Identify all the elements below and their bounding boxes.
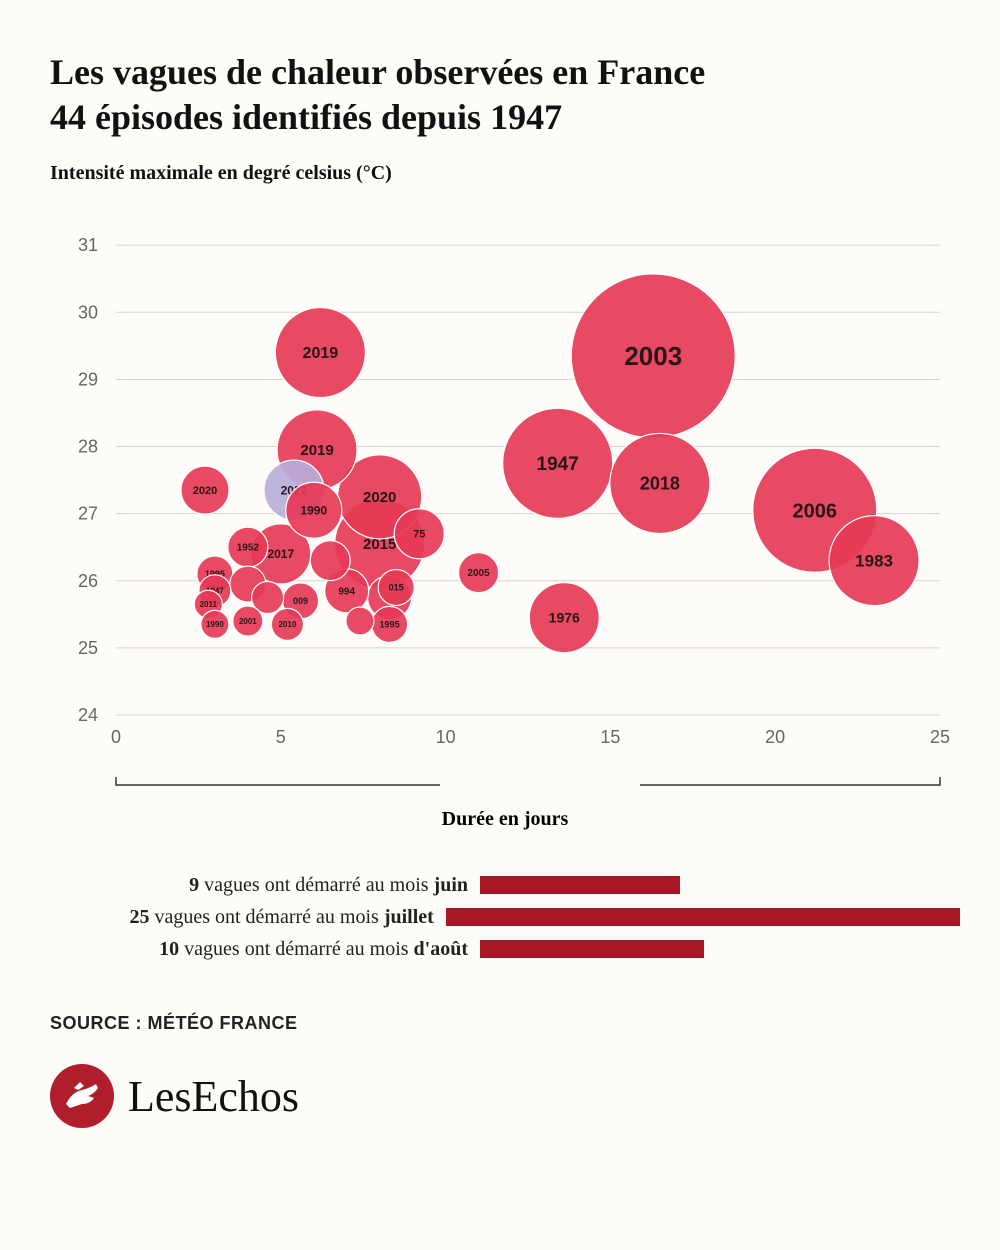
legend-bar <box>480 876 680 894</box>
bubble-label: 2017 <box>267 547 294 561</box>
svg-text:0: 0 <box>111 727 121 747</box>
svg-text:31: 31 <box>78 235 98 255</box>
chart-subtitle: Intensité maximale en degré celsius (°C) <box>50 162 960 185</box>
svg-text:25: 25 <box>78 638 98 658</box>
source-text: SOURCE : MÉTÉO FRANCE <box>50 1013 960 1034</box>
bubble-label: 2020 <box>193 485 217 497</box>
bubble-label: 1947 <box>537 454 579 475</box>
bubble-label: 1995 <box>380 620 400 630</box>
bubble-label: 2001 <box>239 617 257 626</box>
legend-bars: 9 vagues ont démarré au mois juin 25 vagu… <box>50 871 960 963</box>
svg-text:15: 15 <box>600 727 620 747</box>
bubble-label: 2020 <box>363 489 396 506</box>
legend-row: 25 vagues ont démarré au mois juillet <box>50 903 960 931</box>
logo-text: LesEchos <box>128 1071 299 1122</box>
legend-bar <box>480 940 704 958</box>
svg-text:24: 24 <box>78 705 98 725</box>
svg-text:25: 25 <box>930 727 950 747</box>
bubble-label: 2005 <box>467 568 490 579</box>
bubble-label: 2019 <box>300 442 333 459</box>
title-line-2: 44 épisodes identifiés depuis 1947 <box>50 97 562 137</box>
bubble-label: 2011 <box>200 600 218 609</box>
bubble-label: 2018 <box>640 474 680 494</box>
legend-row: 9 vagues ont démarré au mois juin <box>50 871 960 899</box>
bubble-label: 2010 <box>278 620 296 629</box>
bubble-label: 009 <box>293 596 308 606</box>
svg-text:27: 27 <box>78 504 98 524</box>
bubble-label: 75 <box>413 529 425 541</box>
svg-text:28: 28 <box>78 437 98 457</box>
title-line-1: Les vagues de chaleur observées en Franc… <box>50 52 705 92</box>
bubble <box>310 541 350 581</box>
bubble-label: 1983 <box>855 552 893 571</box>
publisher-logo: LesEchos <box>50 1064 960 1128</box>
legend-label: 9 vagues ont démarré au mois juin <box>50 874 480 897</box>
legend-label: 25 vagues ont démarré au mois juillet <box>50 906 446 929</box>
legend-label: 10 vagues ont démarré au mois d'août <box>50 938 480 961</box>
svg-text:5: 5 <box>276 727 286 747</box>
bubble-label: 994 <box>338 586 355 597</box>
svg-text:20: 20 <box>765 727 785 747</box>
legend-bar <box>446 908 960 926</box>
infographic-container: Les vagues de chaleur observées en Franc… <box>0 0 1000 1158</box>
chart-title: Les vagues de chaleur observées en Franc… <box>50 50 960 140</box>
bubble-chart-svg: 24 25 26 27 28 29 30 31 0 5 10 15 20 25 2003 2006 1947 20… <box>60 215 960 775</box>
svg-text:10: 10 <box>436 727 456 747</box>
svg-text:29: 29 <box>78 369 98 389</box>
bubble <box>346 607 374 635</box>
logo-circle-icon <box>50 1064 114 1128</box>
bubble-label: 2019 <box>303 345 339 362</box>
bubble-label: 2003 <box>624 341 682 371</box>
pegasus-icon <box>60 1074 104 1118</box>
x-axis-label: Durée en jours <box>50 808 960 831</box>
bubble-label: 1990 <box>206 620 224 629</box>
svg-text:26: 26 <box>78 571 98 591</box>
bubble-label: 1990 <box>300 503 327 517</box>
bubble-label: 2006 <box>793 500 838 522</box>
axis-bracket <box>60 775 960 795</box>
bubble-label: 015 <box>389 583 404 593</box>
bubble-label: 1952 <box>237 543 260 554</box>
svg-text:30: 30 <box>78 302 98 322</box>
legend-row: 10 vagues ont démarré au mois d'août <box>50 935 960 963</box>
bubble-chart: 24 25 26 27 28 29 30 31 0 5 10 15 20 25 2003 2006 1947 20… <box>60 215 960 775</box>
bubble-label: 1976 <box>549 610 580 626</box>
